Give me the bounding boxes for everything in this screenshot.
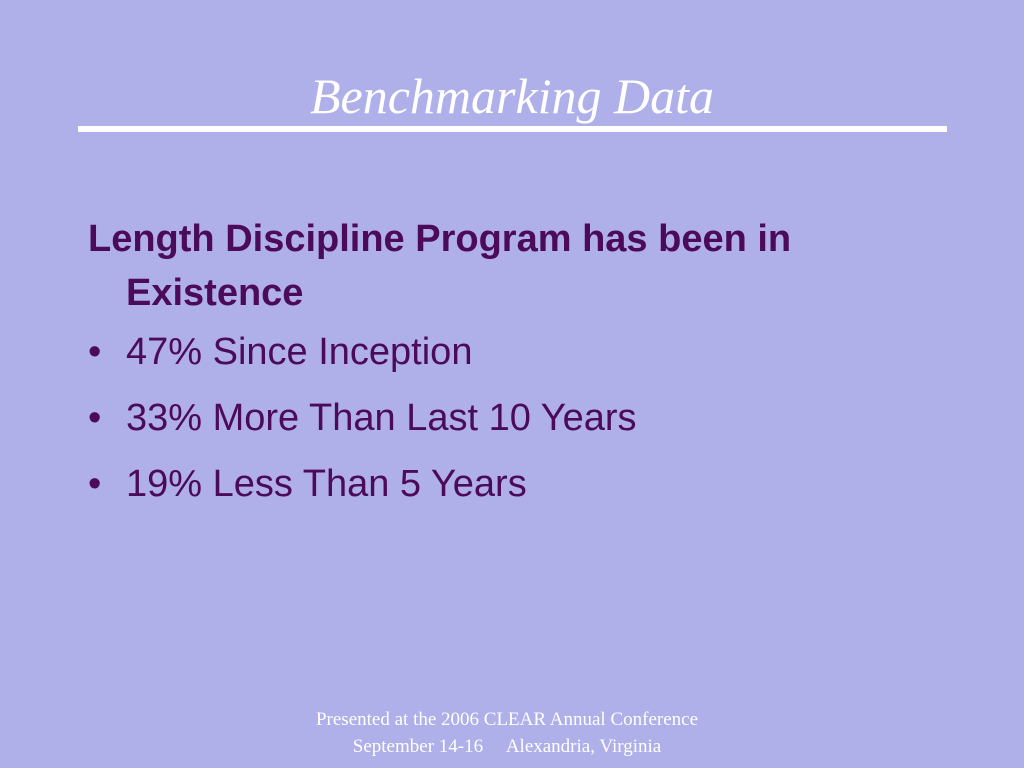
bullet-item: • 33% More Than Last 10 Years <box>88 391 968 445</box>
section-heading: Length Discipline Program has been in Ex… <box>88 218 792 314</box>
footer-date-location: September 14-16 Alexandria, Virginia <box>0 733 1014 760</box>
slide-footer: Presented at the 2006 CLEAR Annual Confe… <box>0 706 1014 760</box>
bullet-text: 33% More Than Last 10 Years <box>126 397 637 439</box>
bullet-item: • 19% Less Than 5 Years <box>88 457 968 511</box>
bullet-icon: • <box>88 463 102 505</box>
footer-conference: Presented at the 2006 CLEAR Annual Confe… <box>315 709 698 730</box>
footer-date: September 14-16 <box>352 736 484 757</box>
bullet-item: • 47% Since Inception <box>88 325 968 379</box>
slide-title: Benchmarking Data <box>309 68 715 124</box>
bullet-text: 47% Since Inception <box>126 331 473 373</box>
bullet-list: • 47% Since Inception • 33% More Than La… <box>88 325 968 511</box>
bullet-text: 19% Less Than 5 Years <box>126 463 527 505</box>
slide-body: Length Discipline Program has been in Ex… <box>88 212 968 523</box>
bullet-icon: • <box>88 397 102 439</box>
title-underline <box>78 126 947 132</box>
footer-location: Alexandria, Virginia <box>505 736 662 757</box>
bullet-icon: • <box>88 331 102 373</box>
